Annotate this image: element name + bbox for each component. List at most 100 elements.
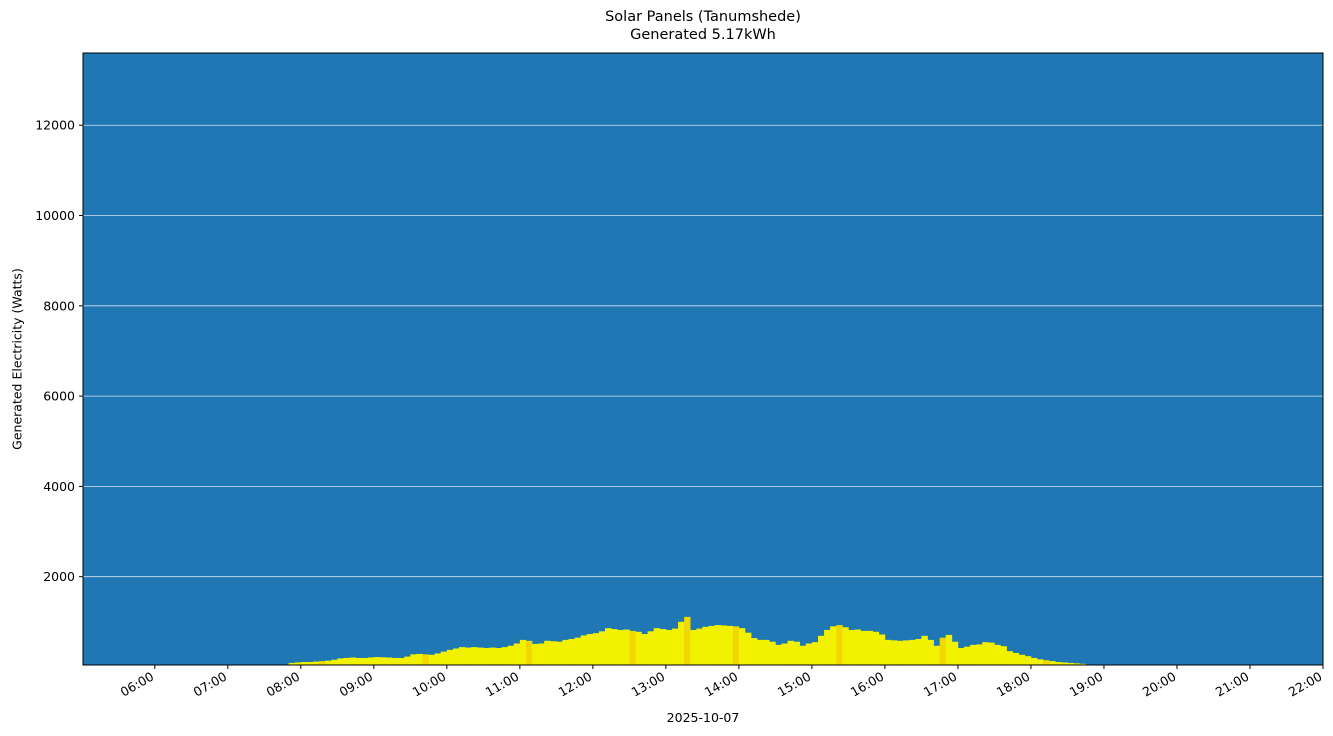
bar bbox=[471, 647, 478, 665]
bar bbox=[690, 629, 697, 665]
bar bbox=[702, 626, 709, 665]
plot-background bbox=[83, 53, 1323, 665]
bar bbox=[361, 657, 369, 665]
grid-lines bbox=[83, 124, 1323, 578]
bar bbox=[1049, 661, 1056, 665]
chart-title: Solar Panels (Tanumshede) bbox=[605, 9, 801, 25]
bar bbox=[556, 641, 563, 665]
bar bbox=[312, 661, 320, 665]
x-tick-label: 13:00 bbox=[629, 669, 668, 700]
bar bbox=[1000, 646, 1007, 665]
bar bbox=[446, 649, 454, 665]
bar bbox=[1061, 662, 1068, 665]
bar bbox=[970, 644, 977, 665]
bar bbox=[525, 640, 533, 665]
bar bbox=[501, 647, 508, 665]
x-tick-label: 17:00 bbox=[921, 669, 960, 700]
bar bbox=[398, 657, 405, 665]
bar bbox=[1079, 663, 1087, 665]
x-tick-label: 15:00 bbox=[775, 669, 814, 700]
bar bbox=[641, 634, 648, 665]
chart-subtitle: Generated 5.17kWh bbox=[630, 27, 776, 43]
bar bbox=[744, 632, 752, 665]
bar bbox=[866, 630, 874, 665]
bar bbox=[1043, 660, 1050, 665]
bar bbox=[817, 635, 825, 665]
bar bbox=[349, 657, 356, 665]
bar bbox=[933, 645, 940, 665]
bar bbox=[1012, 652, 1020, 665]
bar bbox=[465, 647, 472, 665]
bar bbox=[367, 657, 375, 665]
bar bbox=[982, 642, 989, 665]
bar bbox=[653, 628, 661, 665]
bar bbox=[775, 644, 782, 665]
bar bbox=[921, 635, 928, 665]
bar bbox=[726, 625, 734, 665]
bar bbox=[720, 625, 728, 665]
bar bbox=[903, 640, 910, 665]
bar bbox=[848, 629, 855, 665]
bar bbox=[1055, 662, 1062, 665]
plot-frame bbox=[82, 52, 1324, 666]
bar bbox=[325, 660, 332, 665]
bar bbox=[404, 656, 411, 665]
bar bbox=[592, 633, 600, 665]
x-axis-label: 2025-10-07 bbox=[666, 710, 740, 725]
bar bbox=[751, 638, 758, 665]
x-tick-label: 10:00 bbox=[410, 669, 449, 700]
bar bbox=[714, 625, 721, 665]
x-tick-label: 06:00 bbox=[118, 669, 157, 700]
y-tick-label: 8000 bbox=[43, 298, 75, 313]
bar bbox=[1073, 663, 1080, 665]
bar bbox=[440, 651, 448, 665]
bar bbox=[757, 639, 764, 665]
bar bbox=[489, 647, 496, 665]
bar bbox=[696, 628, 703, 665]
bar bbox=[763, 639, 770, 665]
x-tick-label: 07:00 bbox=[191, 669, 230, 700]
bar bbox=[635, 631, 642, 665]
bar bbox=[1024, 656, 1032, 665]
x-tick-label: 11:00 bbox=[483, 669, 522, 700]
bar bbox=[373, 657, 381, 665]
bar bbox=[909, 639, 916, 665]
bar bbox=[964, 646, 971, 665]
bar bbox=[787, 640, 794, 665]
bar bbox=[519, 639, 527, 665]
bar bbox=[574, 637, 582, 665]
bar bbox=[337, 658, 344, 665]
bar bbox=[957, 648, 965, 665]
bar bbox=[483, 648, 490, 665]
x-tick-label: 20:00 bbox=[1140, 669, 1179, 700]
bar bbox=[811, 642, 819, 665]
bar bbox=[568, 638, 575, 665]
y-tick-label: 6000 bbox=[43, 389, 75, 404]
bar bbox=[897, 640, 904, 665]
bar bbox=[1037, 659, 1044, 665]
bar bbox=[915, 638, 922, 665]
bar bbox=[860, 630, 867, 665]
x-tick-label: 14:00 bbox=[702, 669, 741, 700]
bar bbox=[708, 625, 715, 665]
bar bbox=[623, 629, 630, 665]
bar bbox=[459, 647, 466, 665]
bar bbox=[824, 629, 831, 665]
bar bbox=[331, 659, 338, 665]
bar bbox=[793, 641, 801, 665]
bar bbox=[343, 657, 350, 665]
bar bbox=[452, 648, 460, 665]
bar bbox=[805, 643, 813, 665]
y-tick-label: 2000 bbox=[43, 569, 75, 584]
bar bbox=[428, 654, 435, 665]
bar bbox=[994, 644, 1001, 665]
bar bbox=[586, 634, 594, 665]
x-tick-label: 16:00 bbox=[848, 669, 887, 700]
bar bbox=[544, 640, 551, 665]
bar bbox=[678, 621, 685, 665]
bar bbox=[434, 653, 442, 665]
x-tick-label: 22:00 bbox=[1286, 669, 1325, 700]
bar bbox=[611, 629, 618, 665]
bar bbox=[665, 629, 673, 665]
